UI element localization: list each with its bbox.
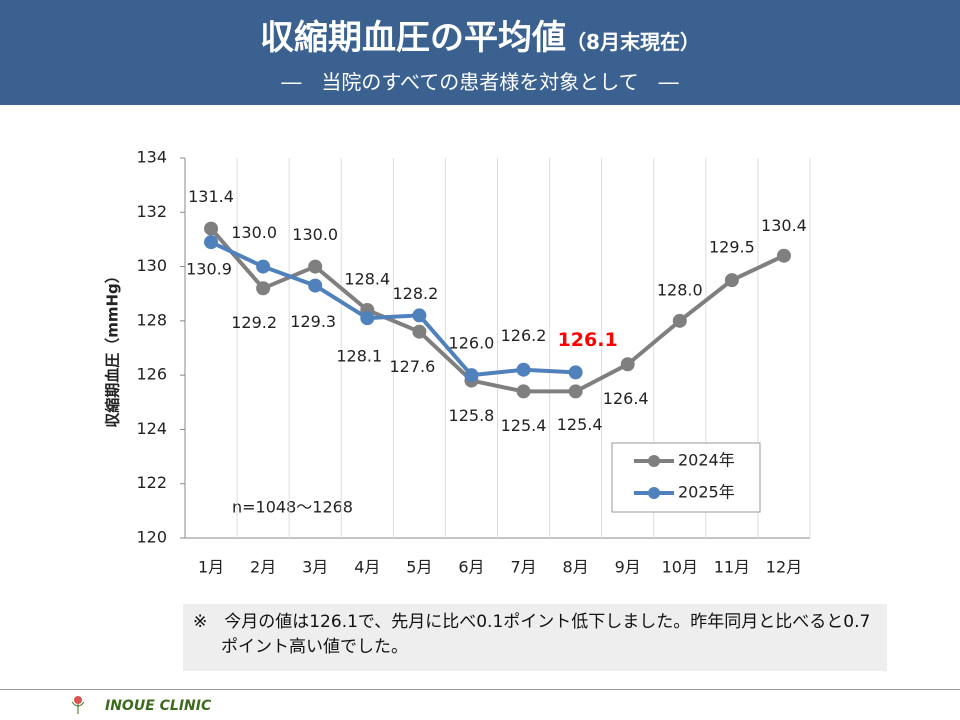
title: 収縮期血圧の平均値（8月末現在） — [0, 10, 960, 59]
title-main: 収縮期血圧の平均値 — [260, 18, 567, 58]
data-point — [516, 362, 531, 377]
data-label: 126.1 — [558, 329, 618, 351]
legend-marker — [648, 455, 660, 467]
title-suffix: （8月末現在） — [566, 30, 700, 54]
series-line — [209, 227, 785, 394]
data-label: 129.5 — [709, 238, 755, 257]
annotation: n=1048～1268 — [232, 498, 353, 517]
data-label: 126.0 — [449, 334, 495, 353]
data-point — [308, 259, 323, 274]
data-label: 128.1 — [336, 347, 382, 366]
x-tick-label: 4月 — [354, 558, 380, 577]
x-tick-label: 11月 — [714, 558, 750, 577]
legend-box — [611, 442, 761, 513]
data-point — [204, 235, 219, 250]
data-label: 128.4 — [344, 270, 390, 289]
data-point — [724, 273, 739, 288]
x-tick-label: 8月 — [563, 558, 589, 577]
footer-text: INOUE CLINIC — [105, 698, 212, 714]
data-label: 125.4 — [557, 415, 603, 434]
y-tick-label: 120 — [136, 528, 167, 547]
y-tick-label: 134 — [136, 148, 167, 167]
data-label: 129.3 — [290, 312, 336, 331]
y-tick-label: 122 — [136, 473, 167, 492]
data-label: 130.9 — [186, 260, 232, 279]
note: ※ 今月の値は126.1で、先月に比べ0.1ポイント低下しました。昨年同月と比べ… — [183, 604, 887, 671]
data-point — [776, 248, 791, 263]
legend-marker — [648, 487, 660, 499]
y-axis-label: 収縮期血圧（mmHg） — [104, 268, 122, 428]
data-label: 130.0 — [292, 225, 338, 244]
x-tick-label: 7月 — [510, 558, 536, 577]
data-label: 129.2 — [231, 313, 277, 332]
data-point — [464, 368, 479, 383]
x-tick-label: 10月 — [662, 558, 698, 577]
data-label: 131.4 — [188, 187, 234, 206]
data-label: 130.0 — [231, 223, 277, 242]
data-point — [568, 365, 583, 380]
y-tick-label: 128 — [136, 310, 167, 329]
subtitle: ― 当院のすべての患者様を対象として ― — [281, 70, 679, 94]
footer-line — [0, 689, 960, 690]
data-point — [360, 311, 375, 326]
legend-label: 2024年 — [678, 451, 735, 470]
data-point — [568, 384, 583, 399]
data-point — [412, 324, 427, 339]
x-tick-label: 12月 — [766, 558, 802, 577]
x-tick-label: 5月 — [406, 558, 432, 577]
data-label: 125.4 — [501, 416, 547, 435]
y-tick-label: 130 — [136, 256, 167, 275]
x-tick-label: 6月 — [458, 558, 484, 577]
data-point — [516, 384, 531, 399]
x-tick-label: 2月 — [250, 558, 276, 577]
data-label: 126.2 — [501, 326, 547, 345]
data-label: 127.6 — [389, 357, 435, 376]
data-label: 128.2 — [392, 284, 438, 303]
data-point — [256, 259, 271, 274]
y-tick-label: 124 — [136, 419, 167, 438]
x-tick-label: 9月 — [615, 558, 641, 577]
data-point — [256, 281, 271, 296]
x-tick-label: 1月 — [198, 558, 224, 577]
data-point — [412, 308, 427, 323]
data-label: 125.8 — [449, 406, 495, 425]
data-point — [672, 313, 687, 328]
data-point — [620, 357, 635, 372]
logo — [71, 696, 85, 714]
y-tick-label: 126 — [136, 365, 167, 384]
series-line — [210, 240, 576, 378]
chart: 収縮期血圧（mmHg） n=1048～1268 120 122 124 126 128 1… — [104, 148, 811, 577]
data-label: 128.0 — [657, 280, 703, 299]
header: 収縮期血圧の平均値（8月末現在） ― 当院のすべての患者様を対象として ― — [0, 0, 960, 105]
data-point — [204, 221, 219, 236]
data-label: 126.4 — [603, 389, 649, 408]
y-tick-label: 132 — [136, 202, 167, 221]
legend-label: 2025年 — [678, 483, 735, 502]
data-point — [308, 278, 323, 293]
x-tick-label: 3月 — [302, 558, 328, 577]
data-label: 130.4 — [761, 216, 807, 235]
